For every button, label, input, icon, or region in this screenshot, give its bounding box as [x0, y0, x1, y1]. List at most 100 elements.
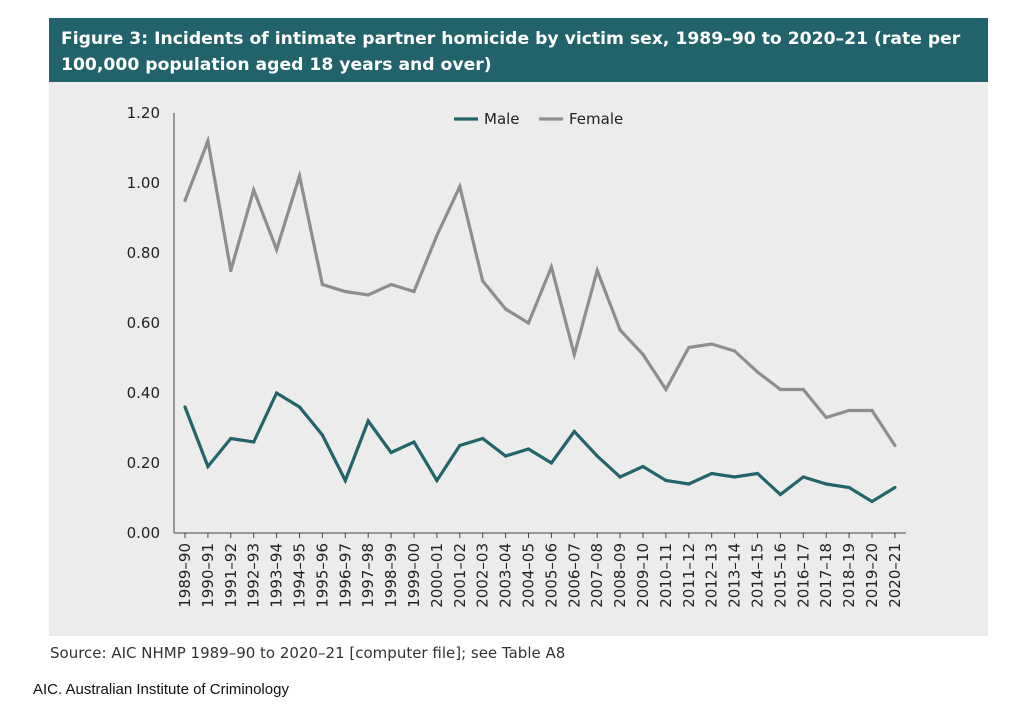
data-point-female: [664, 387, 668, 392]
series-layer: [183, 135, 897, 504]
x-tick-label: 1990–91: [199, 543, 217, 608]
data-point-female: [343, 289, 347, 294]
data-point-male: [870, 499, 874, 504]
data-point-female: [183, 198, 187, 203]
data-point-female: [412, 289, 416, 294]
data-point-female: [801, 387, 805, 392]
data-point-male: [893, 485, 897, 490]
chart-panel: 0.00 0.20 0.40 0.60 0.80 1.00 1.20 1989–90 1990–…: [49, 82, 988, 636]
y-tick-label: 0.40: [127, 384, 160, 402]
data-point-male: [183, 405, 187, 409]
data-point-male: [641, 464, 645, 469]
data-point-female: [893, 443, 897, 448]
x-tick-label: 2002–03: [474, 543, 492, 608]
data-point-male: [824, 482, 828, 486]
y-tick-label: 0.80: [127, 244, 160, 262]
data-point-male: [320, 433, 324, 437]
figure-title: Figure 3: Incidents of intimate partner …: [61, 29, 961, 75]
x-tick-label: 2000–01: [428, 543, 446, 608]
data-point-female: [389, 282, 393, 287]
data-point-female: [572, 352, 576, 357]
data-point-male: [458, 443, 462, 448]
y-tick-label: 0.00: [127, 524, 160, 542]
x-tick-label: 2012–13: [703, 543, 721, 608]
data-point-female: [275, 247, 279, 252]
figure-title-banner: Figure 3: Incidents of intimate partner …: [49, 18, 988, 82]
data-point-male: [297, 405, 302, 409]
data-point-male: [618, 475, 622, 479]
x-tick-label: 2015–16: [771, 543, 789, 608]
x-tick-label: 1995–96: [313, 543, 331, 608]
data-point-female: [595, 268, 599, 273]
data-point-female: [710, 342, 714, 346]
data-point-female: [618, 328, 622, 332]
x-tick-label: 1992–93: [245, 543, 263, 608]
data-point-male: [275, 391, 279, 395]
x-tick-label: 2016–17: [794, 543, 812, 608]
data-point-female: [297, 174, 302, 178]
x-tick-label: 1994–95: [291, 543, 309, 608]
x-tick-label: 2009–10: [634, 543, 652, 608]
data-point-female: [229, 268, 233, 273]
x-tick-label: 2005–06: [542, 543, 560, 608]
data-point-male: [595, 454, 599, 458]
data-point-female: [687, 345, 691, 350]
data-point-male: [435, 478, 439, 483]
series-line-male: [183, 390, 896, 504]
x-tick-label: 1989–90: [176, 543, 194, 608]
x-tick-label: 1997–98: [359, 543, 377, 608]
x-tick-label: 1999–00: [405, 543, 423, 608]
x-tick-label: 2010–11: [657, 543, 675, 608]
x-tick-label: 2004–05: [520, 543, 538, 608]
data-point-female: [870, 408, 874, 413]
x-tick-label: 2001–02: [451, 543, 469, 608]
data-point-female: [504, 307, 508, 311]
data-point-male: [504, 454, 508, 458]
x-tick-label: 1996–97: [336, 543, 354, 608]
data-point-male: [206, 464, 210, 469]
data-point-female: [733, 349, 737, 353]
data-point-female: [847, 408, 851, 413]
data-point-female: [824, 415, 828, 420]
x-tick-label: 2007–08: [588, 543, 606, 608]
data-point-male: [778, 492, 783, 497]
data-point-female: [755, 370, 760, 374]
x-tick-label: 2018–19: [840, 543, 858, 608]
x-tick-label: 2020–21: [886, 543, 904, 608]
data-point-female: [458, 184, 462, 189]
data-point-male: [366, 419, 370, 423]
data-point-male: [343, 478, 347, 483]
data-point-male: [801, 475, 805, 479]
x-tick-label: 2008–09: [611, 543, 629, 608]
data-point-male: [526, 447, 531, 451]
source-note: Source: AIC NHMP 1989–90 to 2020–21 [com…: [50, 644, 566, 662]
data-point-male: [687, 482, 691, 486]
x-tick-label: 2019–20: [863, 543, 881, 608]
data-point-male: [733, 475, 737, 479]
data-point-female: [641, 352, 645, 357]
x-tick-label: 2014–15: [749, 543, 767, 608]
legend-label-male: Male: [484, 110, 520, 128]
data-point-female: [778, 387, 783, 392]
line-chart: 0.00 0.20 0.40 0.60 0.80 1.00 1.20 1989–90 1990–…: [127, 104, 906, 608]
data-point-female: [206, 139, 210, 143]
data-point-female: [320, 282, 324, 287]
x-tick-label: 2013–14: [726, 543, 744, 608]
data-point-male: [710, 471, 714, 476]
data-point-female: [366, 293, 370, 297]
y-tick-label: 1.20: [127, 104, 160, 122]
data-point-female: [526, 321, 531, 325]
series-line-female: [183, 135, 897, 447]
legend: Male Female: [454, 110, 623, 128]
legend-label-female: Female: [569, 110, 623, 128]
data-point-male: [252, 440, 256, 444]
data-point-male: [664, 478, 668, 483]
credit-note: AIC. Australian Institute of Criminology: [33, 681, 289, 698]
y-tick-label: 0.20: [127, 454, 160, 472]
data-point-male: [549, 461, 553, 465]
data-point-female: [435, 233, 439, 238]
axes: 0.00 0.20 0.40 0.60 0.80 1.00 1.20 1989–90 1990–…: [127, 104, 906, 608]
x-tick-label: 1991–92: [222, 543, 240, 608]
data-point-female: [252, 188, 256, 192]
y-tick-label: 1.00: [127, 174, 160, 192]
